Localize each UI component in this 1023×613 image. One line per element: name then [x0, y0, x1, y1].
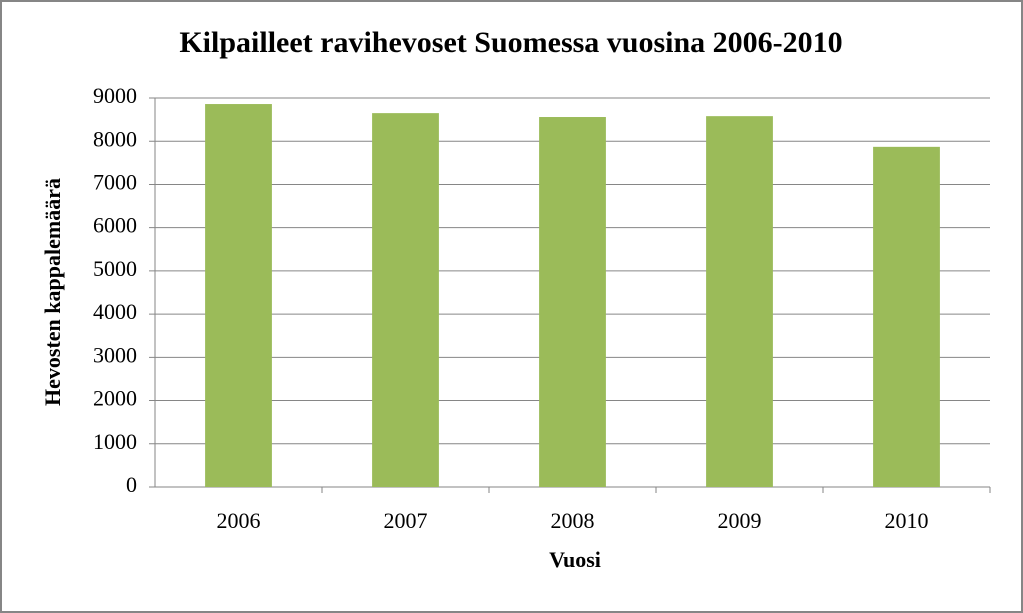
y-tick-label: 6000	[93, 213, 137, 238]
y-tick-label: 9000	[93, 83, 137, 108]
bar	[539, 117, 606, 488]
x-tick-label: 2008	[551, 508, 595, 533]
bar	[873, 146, 940, 487]
x-tick-label: 2010	[885, 508, 929, 533]
y-tick-label: 5000	[93, 256, 137, 281]
x-tick-label: 2009	[718, 508, 762, 533]
y-tick-label: 7000	[93, 169, 137, 194]
y-tick-label: 8000	[93, 126, 137, 151]
bar	[372, 113, 439, 487]
y-axis-label: Hevosten kappalemäärä	[40, 178, 65, 406]
bar	[205, 104, 272, 487]
chart-title: Kilpailleet ravihevoset Suomessa vuosina…	[179, 26, 842, 59]
bar	[706, 116, 773, 488]
y-tick-label: 3000	[93, 342, 137, 367]
x-axis-label: Vuosi	[549, 547, 601, 572]
y-tick-label: 0	[126, 472, 137, 497]
y-tick-label: 4000	[93, 299, 137, 324]
y-tick-label: 2000	[93, 386, 137, 411]
y-tick-label: 1000	[93, 429, 137, 454]
x-tick-label: 2006	[217, 508, 261, 533]
x-tick-label: 2007	[384, 508, 428, 533]
